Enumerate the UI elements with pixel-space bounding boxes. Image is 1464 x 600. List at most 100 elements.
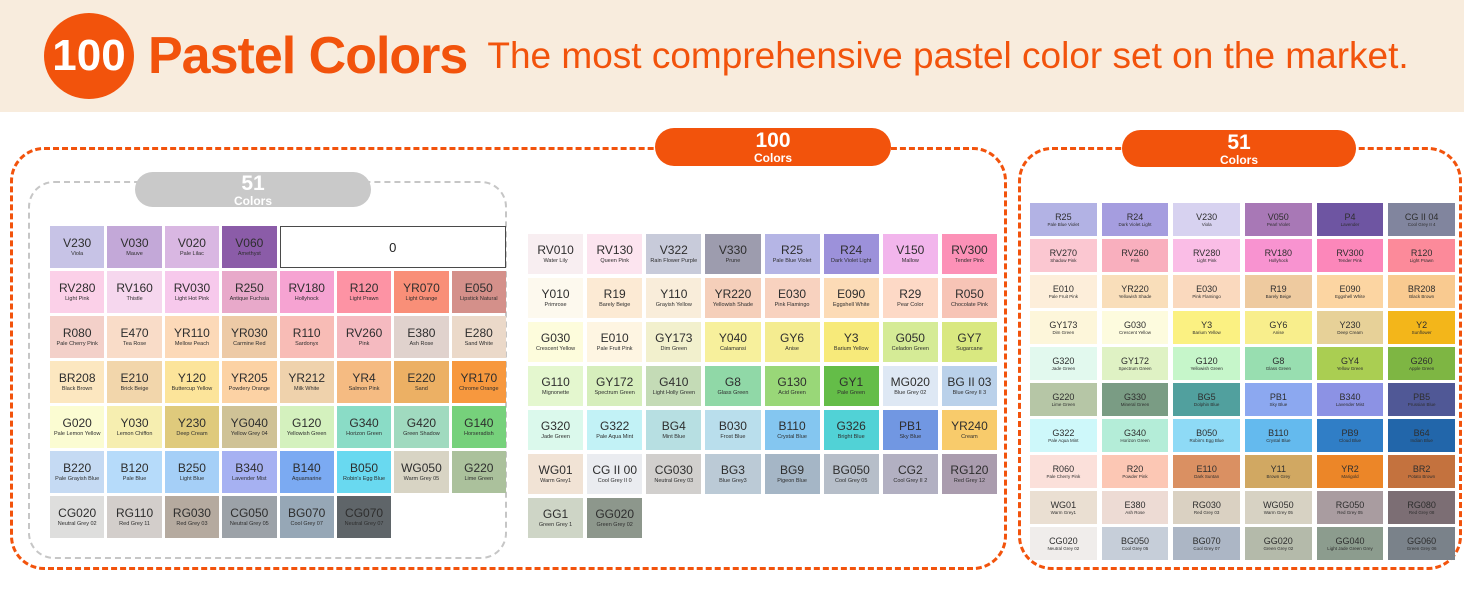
swatch-r25: R25 Pale Blue Violet <box>764 234 820 274</box>
swatch-code: GY6 <box>780 331 805 346</box>
swatch-name: Deep Cream <box>1337 329 1363 335</box>
swatch-code: E090 <box>837 287 866 302</box>
swatch-name: Lavender Mist <box>1335 401 1365 407</box>
swatch-code: R19 <box>1270 283 1287 294</box>
swatch-gy6: GY6 Anise <box>1244 311 1312 344</box>
swatch-name: Lavender <box>1340 221 1360 227</box>
swatch-name: Mint Blue <box>662 434 686 441</box>
swatch-p4: P4 Lavender <box>1316 203 1384 236</box>
swatch-code: B120 <box>120 461 149 476</box>
swatch-yr205: YR205 Powdery Orange <box>222 361 277 403</box>
swatch-name: Pale Lemon Yellow <box>53 431 101 438</box>
swatch-g130: G130 Acid Green <box>764 366 820 406</box>
swatch-name: Robin's Egg Blue <box>343 476 386 483</box>
swatch-name: Indian Blue <box>1410 437 1433 443</box>
swatch-gy173: GY173 Dim Green <box>646 322 702 362</box>
swatch-name: Mineral Green <box>1120 401 1150 407</box>
swatch-code: G030 <box>1123 319 1146 330</box>
swatch-rv280: RV280 Light Pink <box>1173 239 1240 272</box>
swatch-name: Cool Grey 07 <box>1193 545 1220 551</box>
swatch-name: Aquamarine <box>291 476 322 483</box>
swatch-name: Amethyst <box>237 251 261 258</box>
swatch-code: R25 <box>1055 211 1072 222</box>
swatch-code: BR208 <box>1407 283 1436 294</box>
swatch-name: Lime Green <box>464 476 494 483</box>
swatch-rv300: RV300 Tender Pink <box>1316 239 1384 272</box>
swatch-name: Lipstick Natural <box>460 296 498 303</box>
swatch-name: Barely Beige <box>599 302 631 309</box>
swatch-code: R110 <box>292 326 321 341</box>
swatch-name: Pale Blue Violet <box>1047 221 1080 227</box>
swatch-name: Sky Blue <box>899 434 922 441</box>
swatch-code: G220 <box>464 461 494 476</box>
swatch-code: YR220 <box>1121 283 1149 294</box>
swatch-gg020: GG020 Green Grey 02 <box>1244 527 1312 560</box>
swatch-wg01: WG01 Warm Grey1 <box>528 454 584 494</box>
swatch-name: Crescent Yellow <box>535 346 576 353</box>
swatch-name: Neutral Grey 05 <box>229 521 269 528</box>
swatch-name: Marigold <box>1341 473 1359 479</box>
swatch-yr240: YR240 Cream <box>941 410 997 450</box>
swatch-name: Primrose <box>544 302 567 309</box>
swatch-name: Eggshell White <box>1334 293 1365 299</box>
swatch-code: E110 <box>1196 463 1217 474</box>
swatch-code: WG050 <box>1263 499 1294 510</box>
swatch-y3: Y3 Barium Yellow <box>1173 311 1240 344</box>
swatch-code: E030 <box>778 287 807 302</box>
swatch-name: Milk White <box>294 386 320 393</box>
swatch-name: Salmon Pink <box>348 386 380 393</box>
swatch-code: G410 <box>659 375 689 390</box>
swatch-code: E050 <box>464 281 493 296</box>
header-banner: 100 Pastel Colors The most comprehensive… <box>0 0 1464 112</box>
swatch-code: E010 <box>600 331 629 346</box>
badge-label: Colors <box>1219 152 1258 167</box>
swatch-gy7: GY7 Sugarcane <box>941 322 997 362</box>
swatch-name: Blue Grey 02 <box>894 390 927 397</box>
swatch-name: Pale Aqua Mint <box>1048 437 1079 443</box>
swatch-code: GY1 <box>839 375 864 390</box>
swatch-name: Hollyhock <box>294 296 319 303</box>
swatch-code: B140 <box>292 461 321 476</box>
swatch-code: E030 <box>1196 283 1218 294</box>
swatch-gg060: GG060 Green Grey 06 <box>1388 527 1455 560</box>
swatch-code: G320 <box>540 419 571 434</box>
swatch-r19: R19 Barely Beige <box>587 278 643 318</box>
swatch-rv130: RV130 Queen Pink <box>587 234 643 274</box>
swatch-code: GY173 <box>655 331 693 346</box>
swatch-name: Cool Grey 05 <box>1121 545 1149 551</box>
swatch-code: G326 <box>836 419 866 434</box>
swatch-code: RG110 <box>115 506 154 521</box>
swatch-y11: Y11 Brown Grey <box>1244 455 1312 488</box>
swatch-r20: R20 Powder Pink <box>1101 455 1169 488</box>
swatch-r080: R080 Pale Cherry Pink <box>50 316 105 358</box>
swatch-name: Neutral Grey 03 <box>654 478 694 485</box>
count-badge: 100 <box>44 13 134 99</box>
swatch-code: BG070 <box>288 506 326 521</box>
swatch-bg4: BG4 Mint Blue <box>646 410 702 450</box>
swatch-g340: G340 Horizon Green <box>336 406 392 448</box>
swatch-gy172: GY172 Spectrum Green <box>1101 347 1169 380</box>
page-title: Pastel Colors <box>148 27 468 85</box>
swatch-code: Y230 <box>1339 319 1361 330</box>
swatch-code: CG030 <box>654 463 693 478</box>
swatch-code: B110 <box>1268 427 1289 438</box>
swatch-rv280: RV280 Light Pink <box>50 271 105 313</box>
swatch-name: Pale Fruit Pink <box>596 346 633 353</box>
swatch-pb1: PB1 Sky Blue <box>882 410 938 450</box>
badge-100-colors: 100 Colors <box>655 128 891 166</box>
swatch-b220: B220 Pale Grayish Blue <box>50 451 105 493</box>
swatch-name: Pale Cherry Pink <box>1046 473 1081 479</box>
swatch-rv030: RV030 Light Hot Pink <box>164 271 220 313</box>
swatch-e470: E470 Tea Rose <box>107 316 162 358</box>
swatch-e280: E280 Sand White <box>451 316 506 358</box>
swatch-g260: G260 Apple Green <box>1388 347 1455 380</box>
swatch-bg070: BG070 Cool Grey 07 <box>1173 527 1240 560</box>
swatch-code: GY173 <box>1049 319 1078 330</box>
swatch-name: Dim Green <box>1052 329 1075 335</box>
swatch-name: Yellowish Green <box>286 431 327 438</box>
swatch-code: RV010 <box>537 243 574 258</box>
swatch-name: Green Grey 02 <box>596 522 633 529</box>
swatch-name: Mallow <box>901 258 919 265</box>
swatch-code: R20 <box>1126 463 1144 474</box>
swatch-e090: E090 Eggshell White <box>1316 275 1384 308</box>
